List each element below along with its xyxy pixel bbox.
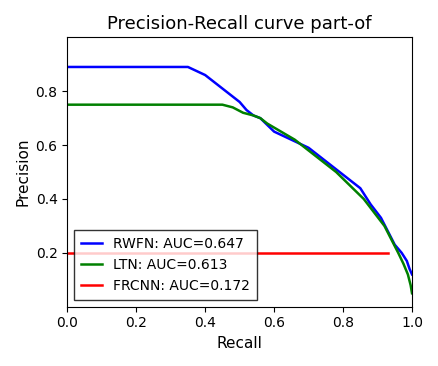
RWFN: AUC=0.647: (0.97, 0.2): AUC=0.647: (0.97, 0.2) [399, 251, 404, 255]
RWFN: AUC=0.647: (1, 0.12): AUC=0.647: (1, 0.12) [410, 272, 415, 277]
RWFN: AUC=0.647: (0.75, 0.54): AUC=0.647: (0.75, 0.54) [323, 159, 328, 164]
LTN: AUC=0.613: (1, 0.05): AUC=0.613: (1, 0.05) [410, 291, 415, 295]
RWFN: AUC=0.647: (0.85, 0.44): AUC=0.647: (0.85, 0.44) [358, 186, 363, 190]
RWFN: AUC=0.647: (0.4, 0.86): AUC=0.647: (0.4, 0.86) [202, 73, 208, 77]
LTN: AUC=0.613: (0.66, 0.62): AUC=0.613: (0.66, 0.62) [292, 138, 297, 142]
RWFN: AUC=0.647: (0.65, 0.62): AUC=0.647: (0.65, 0.62) [289, 138, 294, 142]
Line: LTN: AUC=0.613: LTN: AUC=0.613 [67, 105, 412, 293]
LTN: AUC=0.613: (0.96, 0.2): AUC=0.613: (0.96, 0.2) [396, 251, 401, 255]
RWFN: AUC=0.647: (0.88, 0.38): AUC=0.647: (0.88, 0.38) [368, 202, 373, 206]
RWFN: AUC=0.647: (0.7, 0.59): AUC=0.647: (0.7, 0.59) [306, 146, 311, 150]
Legend: RWFN: AUC=0.647, LTN: AUC=0.613, FRCNN: AUC=0.172: RWFN: AUC=0.647, LTN: AUC=0.613, FRCNN: … [74, 230, 257, 300]
LTN: AUC=0.613: (0.92, 0.3): AUC=0.613: (0.92, 0.3) [382, 224, 387, 228]
LTN: AUC=0.613: (0.988, 0.12): AUC=0.613: (0.988, 0.12) [405, 272, 410, 277]
RWFN: AUC=0.647: (0.6, 0.65): AUC=0.647: (0.6, 0.65) [272, 130, 277, 134]
X-axis label: Recall: Recall [217, 336, 262, 351]
Y-axis label: Precision: Precision [15, 138, 30, 206]
LTN: AUC=0.613: (0.996, 0.08): AUC=0.613: (0.996, 0.08) [408, 283, 413, 287]
LTN: AUC=0.613: (0, 0.75): AUC=0.613: (0, 0.75) [65, 102, 70, 107]
RWFN: AUC=0.647: (0.35, 0.89): AUC=0.647: (0.35, 0.89) [185, 65, 191, 69]
RWFN: AUC=0.647: (0.993, 0.14): AUC=0.647: (0.993, 0.14) [407, 267, 412, 271]
RWFN: AUC=0.647: (0.91, 0.33): AUC=0.647: (0.91, 0.33) [378, 216, 384, 220]
RWFN: AUC=0.647: (0.52, 0.73): AUC=0.647: (0.52, 0.73) [244, 108, 249, 112]
RWFN: AUC=0.647: (0, 0.89): AUC=0.647: (0, 0.89) [65, 65, 70, 69]
RWFN: AUC=0.647: (0.985, 0.17): AUC=0.647: (0.985, 0.17) [404, 259, 410, 263]
LTN: AUC=0.613: (0.78, 0.5): AUC=0.613: (0.78, 0.5) [333, 170, 339, 174]
Title: Precision-Recall curve part-of: Precision-Recall curve part-of [107, 15, 372, 33]
RWFN: AUC=0.647: (0.47, 0.79): AUC=0.647: (0.47, 0.79) [227, 92, 232, 96]
LTN: AUC=0.613: (0.975, 0.16): AUC=0.613: (0.975, 0.16) [401, 261, 406, 266]
LTN: AUC=0.613: (0.82, 0.45): AUC=0.613: (0.82, 0.45) [347, 183, 353, 188]
LTN: AUC=0.613: (0.74, 0.54): AUC=0.613: (0.74, 0.54) [320, 159, 325, 164]
LTN: AUC=0.613: (0.62, 0.65): AUC=0.613: (0.62, 0.65) [279, 130, 284, 134]
Line: RWFN: AUC=0.647: RWFN: AUC=0.647 [67, 67, 412, 274]
RWFN: AUC=0.647: (0.8, 0.49): AUC=0.647: (0.8, 0.49) [340, 172, 346, 177]
RWFN: AUC=0.647: (0.56, 0.7): AUC=0.647: (0.56, 0.7) [258, 116, 263, 120]
RWFN: AUC=0.647: (0.93, 0.28): AUC=0.647: (0.93, 0.28) [385, 229, 391, 234]
LTN: AUC=0.613: (0.54, 0.71): AUC=0.613: (0.54, 0.71) [251, 113, 256, 117]
LTN: AUC=0.613: (0.58, 0.68): AUC=0.613: (0.58, 0.68) [265, 122, 270, 126]
LTN: AUC=0.613: (0.89, 0.35): AUC=0.613: (0.89, 0.35) [371, 210, 377, 214]
LTN: AUC=0.613: (0.56, 0.7): AUC=0.613: (0.56, 0.7) [258, 116, 263, 120]
RWFN: AUC=0.647: (0.54, 0.71): AUC=0.647: (0.54, 0.71) [251, 113, 256, 117]
LTN: AUC=0.613: (0.86, 0.4): AUC=0.613: (0.86, 0.4) [361, 197, 366, 201]
LTN: AUC=0.613: (0.7, 0.58): AUC=0.613: (0.7, 0.58) [306, 148, 311, 153]
LTN: AUC=0.613: (0.45, 0.75): AUC=0.613: (0.45, 0.75) [220, 102, 225, 107]
RWFN: AUC=0.647: (0.5, 0.76): AUC=0.647: (0.5, 0.76) [237, 100, 242, 104]
RWFN: AUC=0.647: (0.44, 0.82): AUC=0.647: (0.44, 0.82) [216, 83, 222, 88]
LTN: AUC=0.613: (0.48, 0.74): AUC=0.613: (0.48, 0.74) [230, 105, 235, 109]
LTN: AUC=0.613: (0.51, 0.72): AUC=0.613: (0.51, 0.72) [240, 111, 246, 115]
RWFN: AUC=0.647: (0.95, 0.23): AUC=0.647: (0.95, 0.23) [392, 243, 397, 247]
LTN: AUC=0.613: (0.94, 0.25): AUC=0.613: (0.94, 0.25) [389, 237, 394, 242]
